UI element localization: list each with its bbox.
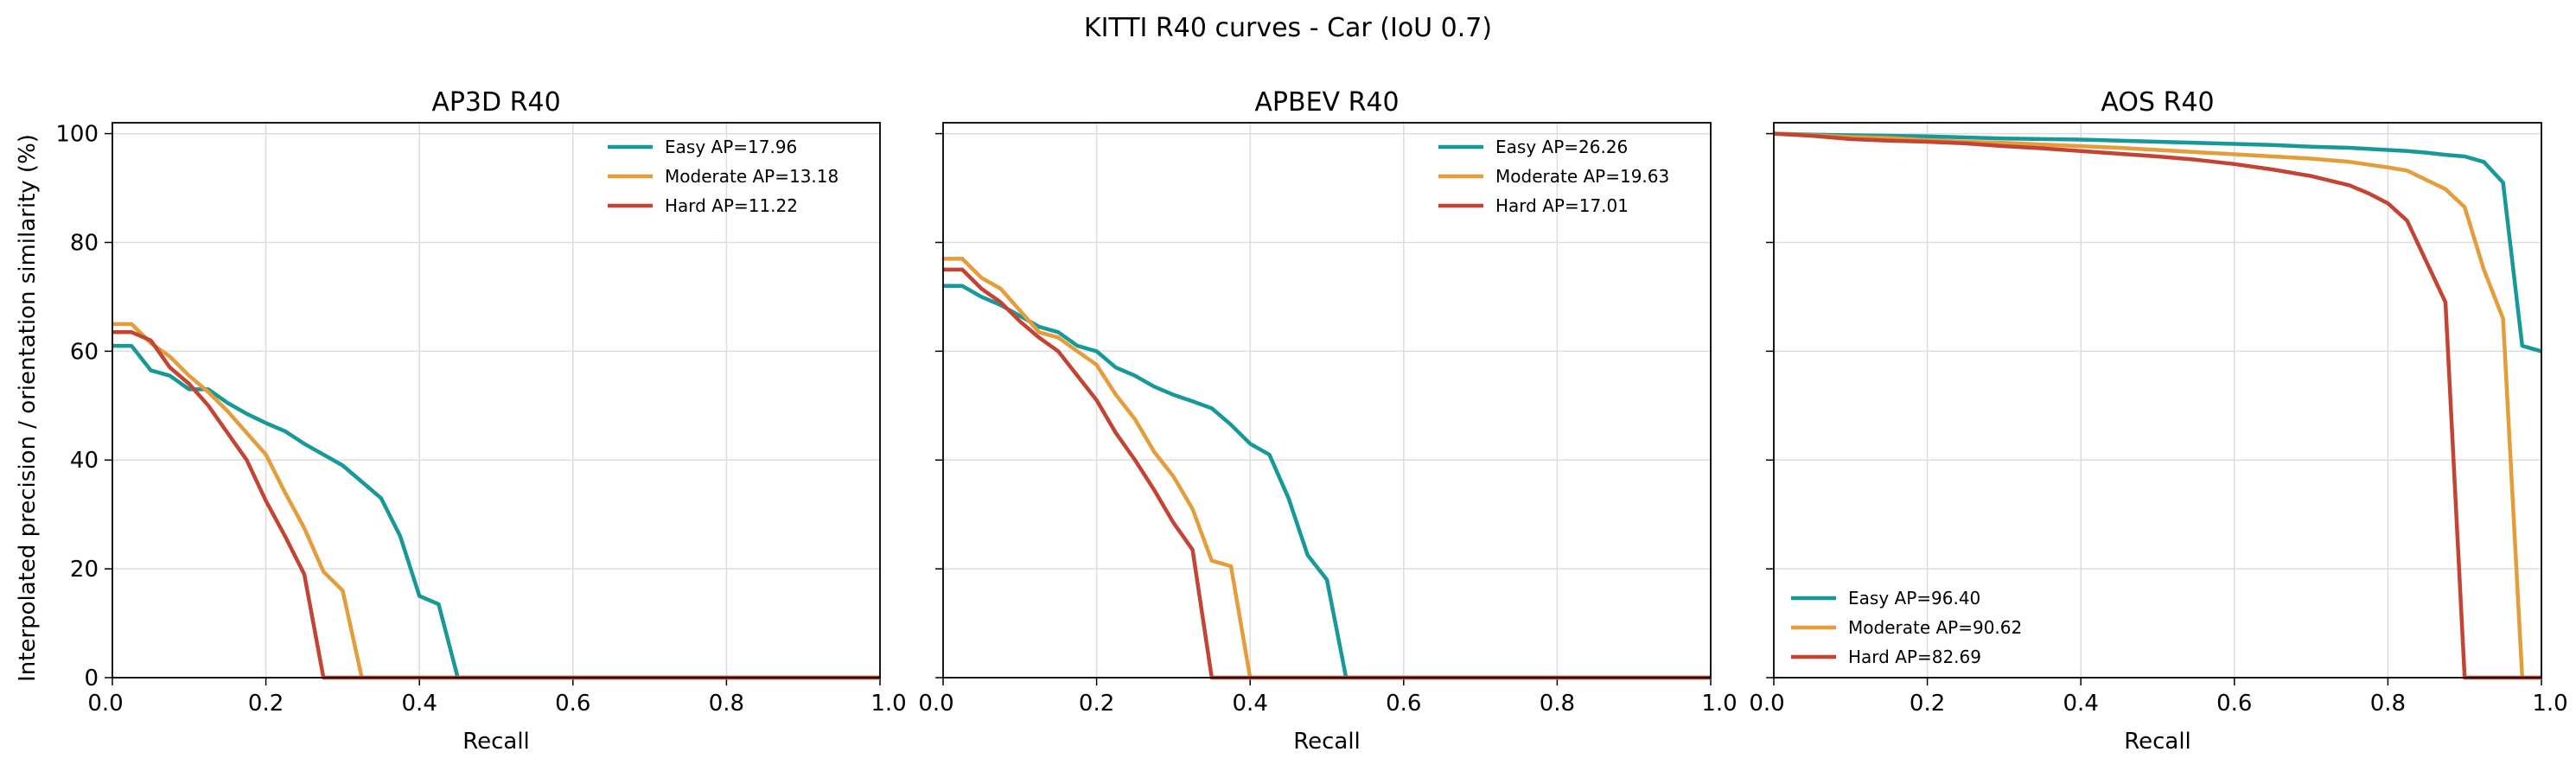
x-axis-label: Recall: [1293, 729, 1361, 755]
series-line-1: [943, 284, 1711, 680]
series-line-3: [112, 330, 880, 680]
axes-frame: [1773, 122, 2542, 679]
legend-label: Easy AP=17.96: [665, 137, 797, 157]
series-line-1: [1773, 131, 2542, 354]
x-tick-label: 0.2: [248, 691, 284, 717]
x-tick-label: 0.2: [1079, 691, 1114, 717]
legend-label: Hard AP=11.22: [665, 195, 798, 216]
x-tick-label: 0.8: [1540, 691, 1575, 717]
chart-title: APBEV R40: [1254, 87, 1399, 118]
legend: Easy AP=26.26 Moderate AP=19.63 Hard AP=17…: [1438, 137, 1669, 216]
x-tick-label: 1.0: [2532, 691, 2567, 717]
legend-label: Moderate AP=90.62: [1848, 617, 2022, 638]
y-tick-label: 100: [55, 122, 99, 148]
legend: Easy AP=96.40 Moderate AP=90.62 Hard AP=82…: [1791, 588, 2022, 667]
x-tick-label: 0.8: [2370, 691, 2406, 717]
figure-title: KITTI R40 curves - Car (IoU 0.7): [1084, 13, 1492, 43]
y-tick-label: 20: [70, 557, 99, 583]
x-axis-label: Recall: [462, 729, 530, 755]
y-tick-label: 80: [70, 230, 99, 256]
legend-label: Hard AP=82.69: [1848, 647, 1981, 667]
axes-frame: [942, 122, 1712, 679]
shared-y-axis-label: Interpolated precision / orientation sim…: [15, 134, 41, 682]
series-line-3: [943, 267, 1711, 680]
chart-panel-1: 0.0 0.2 0.4 0.6 0.8 1.0 0 20 40 60 80 100 AP3D R40 Re…: [55, 87, 906, 755]
x-tick-label: 0.4: [2063, 691, 2099, 717]
x-tick-label: 0.0: [918, 691, 953, 717]
axes-frame: [112, 122, 881, 679]
series-line-2: [112, 322, 880, 680]
legend-label: Easy AP=26.26: [1495, 137, 1628, 157]
series-line-1: [112, 343, 880, 680]
chart-panel-3: 0.0 0.2 0.4 0.6 0.8 1.0 AOS R40 Recall Easy AP=9…: [1749, 87, 2567, 755]
legend-label: Moderate AP=13.18: [665, 166, 838, 187]
y-tick-label: 40: [70, 448, 99, 474]
x-axis-label: Recall: [2124, 729, 2191, 755]
legend: Easy AP=17.96 Moderate AP=13.18 Hard AP=11…: [608, 137, 838, 216]
legend-label: Easy AP=96.40: [1848, 588, 1980, 609]
y-tick-label: 60: [70, 339, 99, 365]
chart-title: AOS R40: [2101, 87, 2214, 118]
series-line-2: [943, 257, 1711, 680]
x-tick-label: 0.6: [1386, 691, 1421, 717]
chart-panel-2: 0.0 0.2 0.4 0.6 0.8 1.0 APBEV R40 Recall Easy AP…: [918, 87, 1737, 755]
x-tick-label: 0.2: [1910, 691, 1945, 717]
x-tick-label: 0.4: [1233, 691, 1268, 717]
legend-label: Hard AP=17.01: [1495, 195, 1629, 216]
chart-title: AP3D R40: [431, 87, 560, 118]
x-tick-label: 1.0: [870, 691, 906, 717]
x-tick-label: 0.4: [402, 691, 437, 717]
x-tick-label: 0.0: [1749, 691, 1784, 717]
y-tick-label: 0: [84, 666, 99, 691]
legend-label: Moderate AP=19.63: [1495, 166, 1669, 187]
x-tick-label: 0.6: [2216, 691, 2252, 717]
series-line-3: [1773, 131, 2541, 680]
x-tick-label: 0.0: [87, 691, 123, 717]
x-tick-label: 1.0: [1701, 691, 1737, 717]
x-tick-label: 0.6: [555, 691, 590, 717]
x-tick-label: 0.8: [709, 691, 744, 717]
